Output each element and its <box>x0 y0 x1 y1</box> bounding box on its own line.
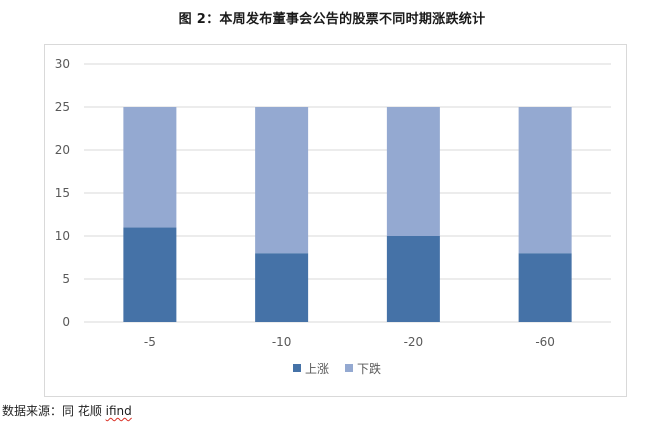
x-tick-label: -20 <box>404 335 424 349</box>
y-tick-label: 30 <box>55 57 70 71</box>
bar <box>518 253 572 322</box>
stacked-bar-chart: 0 5 10 15 20 25 30 -5 -10 -20 -60 上涨 下跌 <box>55 57 611 376</box>
bar <box>386 236 440 322</box>
x-tick-label: -60 <box>535 335 555 349</box>
legend-label: 下跌 <box>357 361 381 376</box>
source-prefix: 数据来源：同 花顺 <box>2 404 106 418</box>
legend-swatch <box>293 364 301 372</box>
legend-swatch <box>345 364 353 372</box>
figure-title: 图 2：本周发布董事会公告的股票不同时期涨跌统计 <box>178 12 486 27</box>
bar <box>123 227 177 322</box>
bar <box>518 107 572 254</box>
bar <box>386 107 440 236</box>
x-tick-label: -5 <box>144 335 156 349</box>
data-source: 数据来源：同 花顺 ifind <box>2 402 132 419</box>
y-tick-label: 15 <box>55 186 70 200</box>
bar <box>255 253 309 322</box>
source-brand: ifind <box>105 404 132 418</box>
y-tick-label: 5 <box>62 272 70 286</box>
y-tick-label: 20 <box>55 143 70 157</box>
bar <box>255 107 309 254</box>
bar <box>123 107 177 228</box>
y-tick-label: 10 <box>55 229 70 243</box>
x-tick-label: -10 <box>272 335 292 349</box>
legend-label: 上涨 <box>305 361 329 376</box>
y-tick-label: 25 <box>55 100 70 114</box>
y-tick-label: 0 <box>62 315 70 329</box>
